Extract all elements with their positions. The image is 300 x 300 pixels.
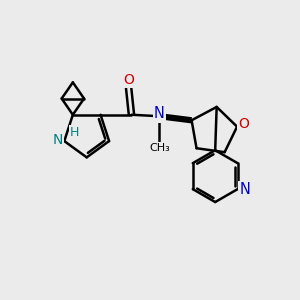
Text: N: N xyxy=(240,182,250,197)
Text: N: N xyxy=(154,106,165,122)
Text: CH₃: CH₃ xyxy=(149,143,170,153)
Text: H: H xyxy=(70,126,79,139)
Text: O: O xyxy=(238,117,249,131)
Text: N: N xyxy=(52,133,63,147)
Text: O: O xyxy=(123,73,134,87)
